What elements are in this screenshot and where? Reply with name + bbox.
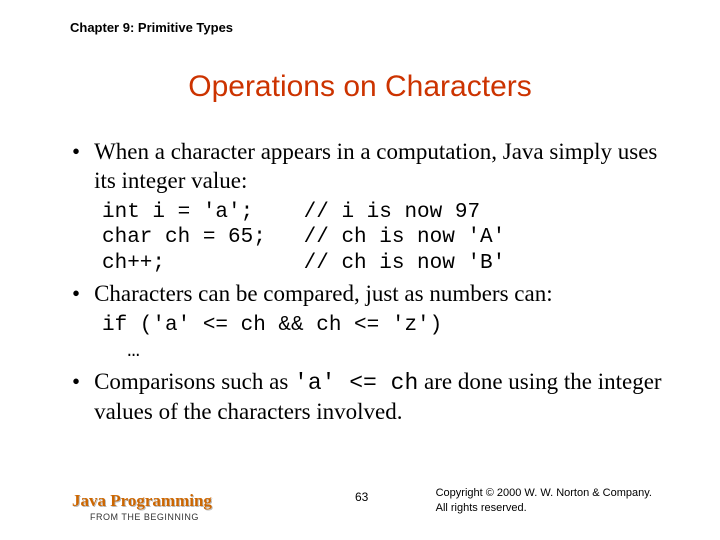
inline-code: 'a' <= ch	[294, 370, 418, 396]
footer: Java Programming FROM THE BEGINNING 63 C…	[0, 480, 720, 522]
bullet-text: When a character appears in a computatio…	[94, 138, 672, 196]
code-block-2: if ('a' <= ch && ch <= 'z') …	[102, 313, 672, 364]
bullet-text: Characters can be compared, just as numb…	[94, 280, 553, 309]
footer-left: Java Programming FROM THE BEGINNING	[72, 491, 212, 522]
copyright-line-1: Copyright © 2000 W. W. Norton & Company.	[436, 486, 652, 501]
bullet-3: • Comparisons such as 'a' <= ch are done…	[72, 368, 672, 427]
page-number: 63	[355, 490, 368, 504]
page-title: Operations on Characters	[0, 70, 720, 104]
bullet-text: Comparisons such as 'a' <= ch are done u…	[94, 368, 672, 427]
book-subtitle: FROM THE BEGINNING	[90, 512, 212, 522]
bullet-marker: •	[72, 368, 80, 427]
code-block-1: int i = 'a'; // i is now 97 char ch = 65…	[102, 200, 672, 277]
bullet-2: • Characters can be compared, just as nu…	[72, 280, 672, 309]
bullet-1: • When a character appears in a computat…	[72, 138, 672, 196]
bullet-marker: •	[72, 280, 80, 309]
chapter-label: Chapter 9: Primitive Types	[70, 20, 233, 35]
book-title: Java Programming	[72, 491, 212, 511]
copyright: Copyright © 2000 W. W. Norton & Company.…	[436, 486, 652, 516]
content-area: • When a character appears in a computat…	[72, 138, 672, 429]
copyright-line-2: All rights reserved.	[436, 501, 652, 516]
bullet-marker: •	[72, 138, 80, 196]
bullet-3-prefix: Comparisons such as	[94, 369, 294, 394]
